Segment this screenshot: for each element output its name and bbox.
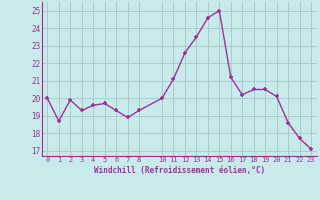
X-axis label: Windchill (Refroidissement éolien,°C): Windchill (Refroidissement éolien,°C) [94, 166, 265, 175]
